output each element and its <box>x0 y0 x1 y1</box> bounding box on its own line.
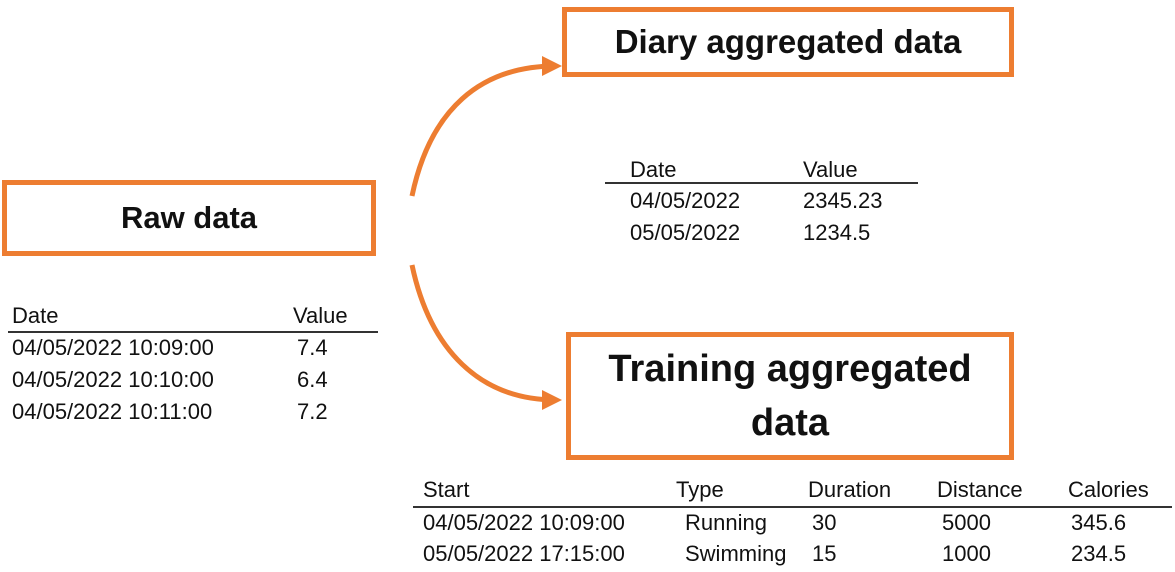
table-cell: 5000 <box>942 510 991 535</box>
column-header: Date <box>630 157 677 182</box>
training-box: Training aggregated data <box>566 332 1014 460</box>
table-cell: 7.2 <box>297 399 328 424</box>
column-header: Type <box>676 477 724 502</box>
table-cell: 15 <box>812 541 837 566</box>
header-rule <box>605 182 918 184</box>
column-header: Duration <box>808 477 892 502</box>
table-cell: 05/05/2022 <box>630 220 741 245</box>
table-cell: 30 <box>812 510 837 535</box>
column-header: Value <box>803 157 858 182</box>
table-cell: 04/05/2022 10:10:00 <box>12 367 214 392</box>
header-rule <box>413 506 1172 508</box>
table-cell: 04/05/2022 10:11:00 <box>12 399 213 424</box>
column-header: Distance <box>937 477 1023 502</box>
raw-data-box: Raw data <box>2 180 376 256</box>
table-cell: 04/05/2022 10:09:00 <box>12 335 214 360</box>
column-header: Calories <box>1068 477 1149 502</box>
table-cell: Running <box>685 510 767 535</box>
table-cell: 05/05/2022 17:15:00 <box>423 541 625 566</box>
table-cell: 234.5 <box>1071 541 1127 566</box>
column-header: Date <box>12 303 59 328</box>
table-cell: 345.6 <box>1071 510 1127 535</box>
table-cell: Swimming <box>685 541 787 566</box>
column-header: Start <box>423 477 470 502</box>
arrow-to-training <box>409 264 562 410</box>
table-cell: 04/05/2022 10:09:00 <box>423 510 625 535</box>
table-cell: 04/05/2022 <box>630 188 741 213</box>
arrow-to-diary <box>409 56 562 197</box>
table-cell: 1234.5 <box>803 220 871 245</box>
table-cell: 7.4 <box>297 335 328 360</box>
column-header: Value <box>293 303 348 328</box>
diary-box: Diary aggregated data <box>562 7 1014 77</box>
table-cell: 2345.23 <box>803 188 883 213</box>
table-cell: 6.4 <box>297 367 328 392</box>
table-cell: 1000 <box>942 541 991 566</box>
header-rule <box>8 331 378 333</box>
